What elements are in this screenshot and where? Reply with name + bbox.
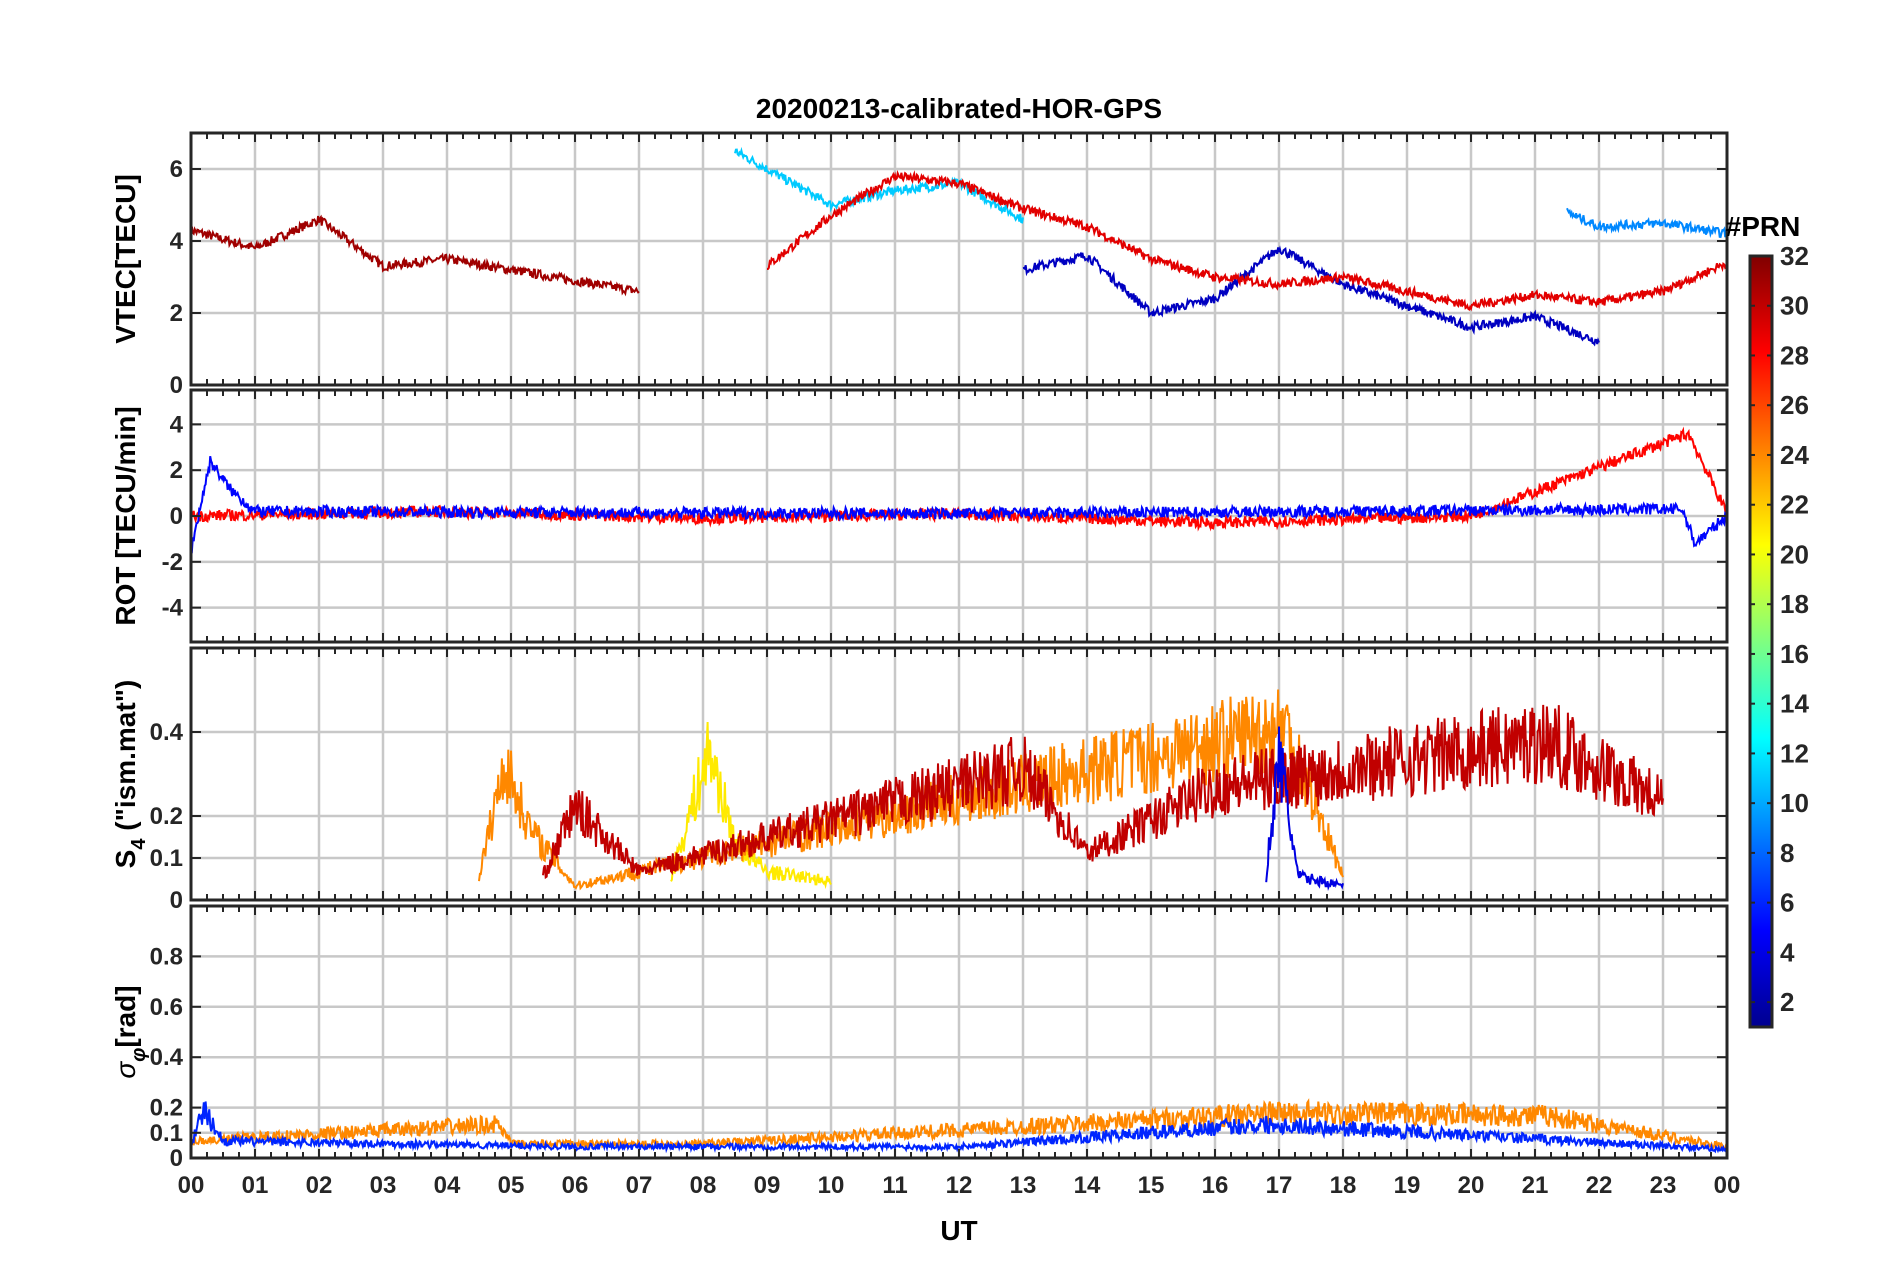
series-line bbox=[1265, 726, 1344, 892]
x-tick-label: 22 bbox=[1586, 1172, 1613, 1199]
x-tick-label: 02 bbox=[306, 1172, 333, 1199]
x-tick-label: 11 bbox=[882, 1172, 907, 1199]
y-tick-label: 0.1 bbox=[150, 845, 183, 872]
x-tick-labels: 00 01 02 03 04 05 06 07 08 09 10 11 12 13 14 15 16 17 18 19… bbox=[178, 1172, 1741, 1199]
y-tick-label: 0.2 bbox=[150, 1095, 183, 1122]
y-tick-label: 4 bbox=[170, 228, 184, 255]
x-tick-label: 13 bbox=[1010, 1172, 1037, 1199]
x-tick-label: 04 bbox=[434, 1172, 461, 1199]
x-tick-label: 14 bbox=[1074, 1172, 1101, 1199]
x-tick-label: 10 bbox=[818, 1172, 845, 1199]
chart-title: 20200213-calibrated-HOR-GPS bbox=[756, 93, 1162, 124]
x-tick-label: 03 bbox=[370, 1172, 397, 1199]
series-line bbox=[1022, 245, 1600, 347]
colorbar-tick-label: 6 bbox=[1780, 888, 1794, 918]
y-axis-label: VTEC[TECU] bbox=[110, 174, 141, 344]
panel-rot: -4 -2 0 2 4 ROT [TECU/min] bbox=[110, 388, 1729, 644]
y-axis-label: ROT [TECU/min] bbox=[110, 406, 141, 625]
y-tick-label: 0.1 bbox=[150, 1120, 183, 1147]
series-line bbox=[542, 704, 1664, 880]
x-tick-label: 15 bbox=[1138, 1172, 1165, 1199]
series-line bbox=[734, 146, 1024, 224]
y-tick-label: 0.4 bbox=[150, 719, 184, 746]
x-tick-label: 23 bbox=[1650, 1172, 1677, 1199]
y-tick-label: 6 bbox=[170, 156, 183, 183]
panel-s4-series bbox=[478, 689, 1664, 892]
panel-sigma_phi-series bbox=[191, 1098, 1727, 1155]
y-tick-label: 0.2 bbox=[150, 803, 183, 830]
colorbar-tick-label: 28 bbox=[1780, 340, 1809, 370]
colorbar-tick-label: 22 bbox=[1780, 490, 1809, 520]
series-line bbox=[191, 456, 1727, 554]
x-tick-label: 16 bbox=[1202, 1172, 1229, 1199]
colorbar-tick-label: 8 bbox=[1780, 838, 1794, 868]
x-tick-label: 17 bbox=[1266, 1172, 1293, 1199]
series-line bbox=[767, 169, 1727, 312]
colorbar-tick-label: 16 bbox=[1780, 639, 1809, 669]
y-tick-label: 2 bbox=[170, 457, 183, 484]
x-tick-label: 08 bbox=[690, 1172, 717, 1199]
y-tick-label: 0.6 bbox=[150, 994, 183, 1021]
colorbar-tick-label: 20 bbox=[1780, 539, 1809, 569]
panel-sigma_phi: 00.10.2 0.4 0.6 0.8σφ[rad] bbox=[110, 904, 1729, 1172]
y-tick-label: 0.4 bbox=[150, 1044, 184, 1071]
colorbar-tick-label: 12 bbox=[1780, 738, 1809, 768]
y-axis-label: S4 ("ism.mat") bbox=[110, 680, 150, 869]
x-tick-label: 20 bbox=[1458, 1172, 1485, 1199]
colorbar-tick-label: 2 bbox=[1780, 987, 1794, 1017]
x-tick-label: 09 bbox=[754, 1172, 781, 1199]
colorbar-tick-label: 18 bbox=[1780, 589, 1809, 619]
y-tick-label: 0 bbox=[170, 1145, 183, 1172]
colorbar-tick-label: 32 bbox=[1780, 241, 1809, 271]
y-tick-label: 4 bbox=[170, 411, 184, 438]
x-tick-label: 05 bbox=[498, 1172, 525, 1199]
series-line bbox=[1566, 207, 1727, 239]
y-tick-label: 0 bbox=[170, 503, 183, 530]
x-tick-label: 18 bbox=[1330, 1172, 1357, 1199]
y-tick-label: 0.8 bbox=[150, 943, 183, 970]
x-tick-label: 07 bbox=[626, 1172, 653, 1199]
panel-vtec-series bbox=[191, 146, 1727, 347]
x-tick-label: 12 bbox=[946, 1172, 973, 1199]
series-line bbox=[191, 1098, 1727, 1151]
x-tick-label: 21 bbox=[1522, 1172, 1549, 1199]
x-tick-label: 06 bbox=[562, 1172, 589, 1199]
colorbar-tick-label: 30 bbox=[1780, 291, 1809, 321]
panel-rot-series bbox=[191, 426, 1727, 554]
colorbar-gradient bbox=[1748, 254, 1774, 1029]
colorbar-tick-label: 4 bbox=[1780, 937, 1795, 967]
series-line bbox=[478, 689, 1344, 891]
x-tick-label: 00 bbox=[178, 1172, 205, 1199]
colorbar-title: #PRN bbox=[1726, 211, 1801, 242]
x-tick-label: 00 bbox=[1714, 1172, 1741, 1199]
series-line bbox=[191, 1101, 1727, 1155]
panel-s4: 0 0.1 0.2 0.4S4 ("ism.mat") bbox=[110, 646, 1729, 914]
y-axis-label: σφ[rad] bbox=[110, 985, 150, 1078]
panel-vtec: 0 2 4 6 VTEC[TECU] bbox=[110, 131, 1729, 399]
y-tick-label: -2 bbox=[162, 549, 183, 576]
colorbar-tick-label: 14 bbox=[1780, 689, 1809, 719]
colorbar-tick-label: 26 bbox=[1780, 390, 1809, 420]
x-tick-label: 19 bbox=[1394, 1172, 1421, 1199]
y-tick-label: 0 bbox=[170, 372, 183, 399]
y-tick-label: 2 bbox=[170, 300, 183, 327]
x-tick-label: 01 bbox=[242, 1172, 269, 1199]
y-tick-label: -4 bbox=[162, 595, 184, 622]
x-axis-label: UT bbox=[940, 1215, 977, 1246]
y-tick-label: 0 bbox=[170, 887, 183, 914]
series-line bbox=[191, 214, 640, 297]
colorbar-tick-label: 24 bbox=[1780, 440, 1809, 470]
colorbar-tick-label: 10 bbox=[1780, 788, 1809, 818]
